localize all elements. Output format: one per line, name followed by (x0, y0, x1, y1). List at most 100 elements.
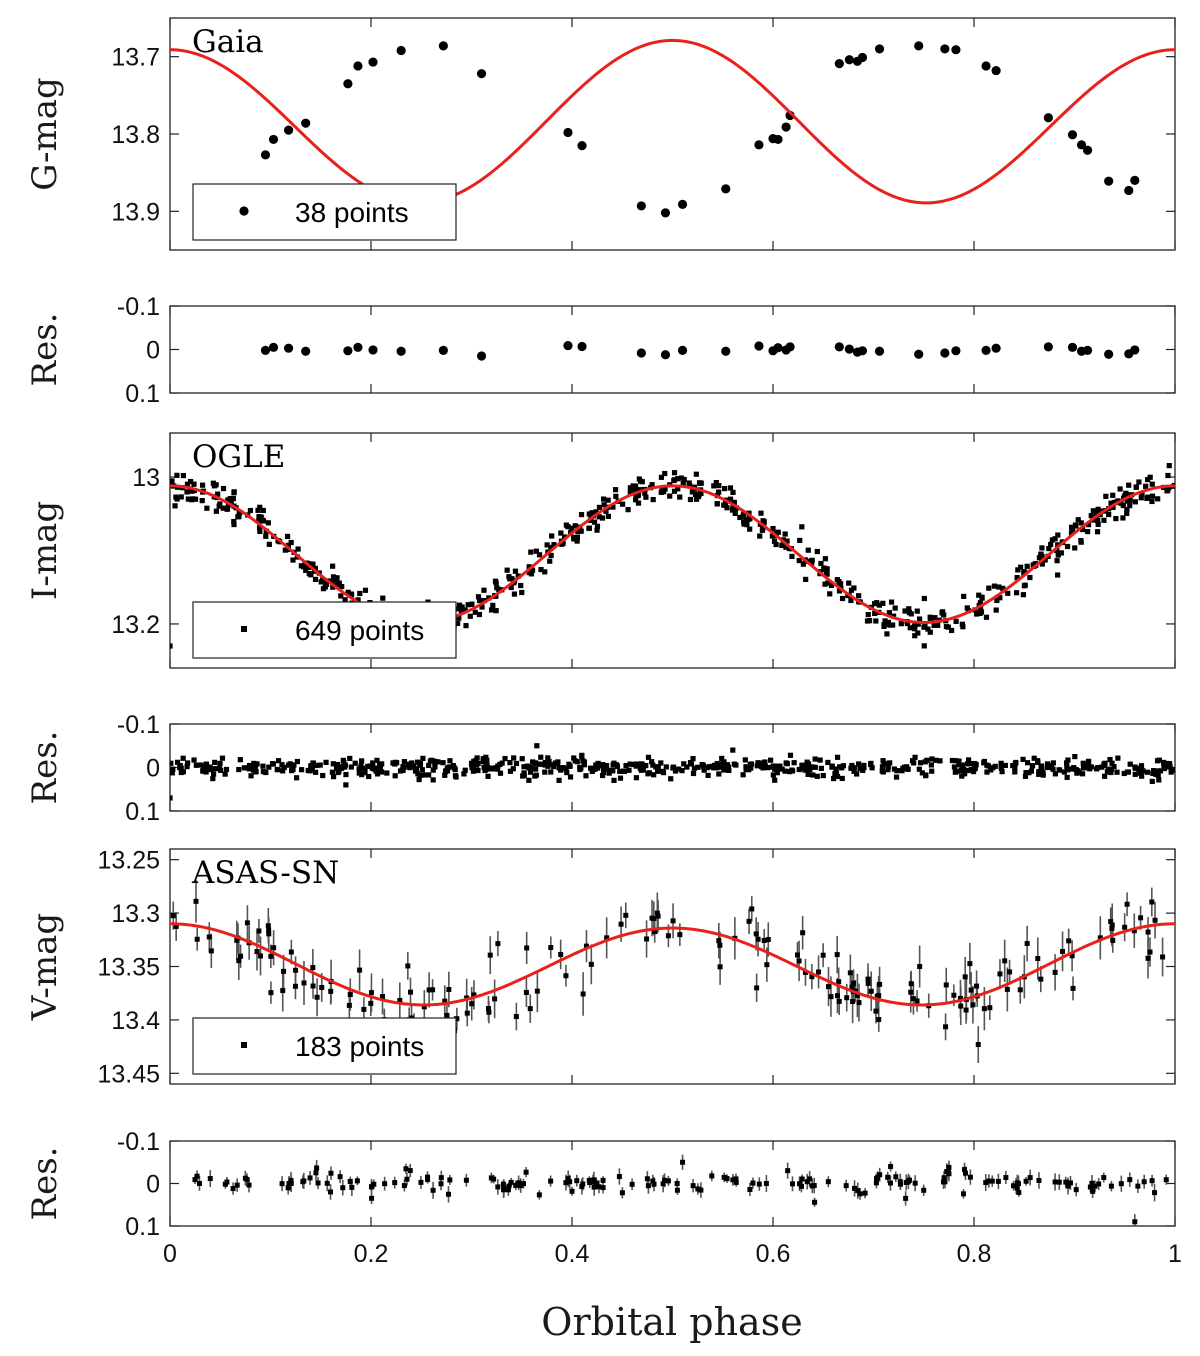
ogle-res-point (848, 765, 854, 771)
ogle-point (769, 533, 776, 539)
asas-res-point (518, 1183, 524, 1189)
ogle-point (456, 615, 462, 621)
ogle-point (964, 605, 970, 611)
ogle-res-point (366, 773, 372, 780)
ogle-res-point (551, 764, 557, 770)
ogle-point (789, 553, 795, 559)
ogle-res-point (180, 755, 186, 761)
ogle-point (1080, 526, 1086, 533)
asas-res-point (785, 1168, 791, 1174)
ogle-res-point (335, 769, 341, 776)
ogle-point (921, 624, 927, 630)
ogle-point (979, 594, 985, 600)
gaia-res-point (677, 345, 688, 355)
ogle-res-point (668, 776, 674, 782)
ogle-point (591, 519, 598, 525)
ogle-res-point (308, 763, 314, 769)
ogle-res-point (621, 768, 627, 775)
asas-res-point (1149, 1178, 1155, 1184)
ogle-point (1075, 517, 1081, 523)
ogle-point (1113, 515, 1119, 522)
asas-res-point (862, 1190, 868, 1196)
ogle-res-point (1012, 761, 1018, 767)
asas-res-point (651, 1181, 657, 1187)
ogle-point (603, 508, 609, 514)
ogle-res-point (831, 775, 837, 782)
asas-point (1007, 969, 1013, 975)
ogle-point (675, 486, 681, 492)
asas-res-point (567, 1179, 573, 1185)
ogle-point (599, 515, 606, 521)
ogle-point (809, 560, 815, 566)
ogle-res-point (1029, 763, 1036, 769)
ogle-point (803, 576, 809, 582)
asas-point (357, 967, 363, 973)
ogle-res-point (772, 777, 778, 783)
ogle-res-point (507, 768, 514, 774)
ogle-point (797, 537, 803, 544)
ogle-title: OGLE (192, 439, 285, 475)
ogle-res-point (789, 767, 795, 773)
asas-res-point (747, 1186, 753, 1192)
ogle-res-point (1109, 760, 1115, 766)
ogle-res-point (777, 763, 783, 769)
ogle-point (256, 514, 262, 520)
ogle-point (1072, 522, 1079, 528)
ogle-point (476, 611, 482, 618)
panel-ogle-res: -0.1 0 0.1 Res. (25, 711, 1176, 826)
ogle-point (472, 609, 478, 615)
ogle-point (300, 564, 307, 570)
ogle-point (547, 558, 553, 564)
ogle-res-point (755, 760, 762, 767)
asas-point (957, 995, 963, 1001)
ogle-point (757, 533, 763, 539)
ogle-point (635, 500, 642, 506)
x-axis-label: Orbital phase (541, 1300, 802, 1344)
ogle-point (1110, 504, 1116, 511)
ogle-res-point (1102, 760, 1108, 766)
ogle-point (747, 526, 753, 532)
asas-res-point (903, 1180, 909, 1186)
ogle-point (347, 592, 353, 598)
asas-res-point (418, 1179, 424, 1185)
ogle-point (1088, 513, 1094, 519)
ogle-point (898, 621, 904, 627)
asas-point (1152, 917, 1158, 923)
ogle-res-point (260, 763, 266, 769)
gaia-res-point (951, 346, 961, 356)
asas-res-point (852, 1185, 858, 1191)
ogle-res-point (358, 763, 364, 769)
ogle-point (257, 504, 263, 510)
asas-point (844, 995, 850, 1001)
ogle-res-point (419, 767, 425, 773)
gaia-res-plot-area (260, 340, 1140, 361)
asas-res-point (354, 1178, 360, 1184)
ogle-point (561, 534, 568, 540)
ogle-point (475, 594, 482, 600)
ogle-res-point (1114, 769, 1120, 775)
ogle-res-point (633, 775, 640, 781)
asas-point (951, 992, 957, 998)
gaia-res-point (940, 348, 950, 358)
ogle-point (1166, 463, 1172, 469)
ogle-point (462, 607, 468, 613)
asas-res-point (222, 1181, 228, 1187)
asas-point (513, 1014, 519, 1020)
asas-point (1131, 928, 1137, 934)
ogle-point (1021, 570, 1027, 576)
ogle-point (892, 605, 898, 611)
gaia-point (940, 44, 950, 54)
asas-point (206, 934, 212, 940)
ogle-res-point (719, 755, 725, 761)
ogle-res-point (856, 761, 862, 767)
asas-point (1160, 954, 1166, 960)
ogle-point (873, 618, 879, 624)
asas-res-point (789, 1181, 795, 1187)
ogle-res-point (526, 777, 532, 783)
asas-y-label: V-mag (25, 913, 65, 1021)
ogle-res-point (658, 760, 664, 766)
ogle-point (290, 557, 296, 563)
ogle-point (1149, 498, 1155, 505)
ogle-point (714, 501, 720, 507)
ogle-res-point (965, 767, 971, 774)
